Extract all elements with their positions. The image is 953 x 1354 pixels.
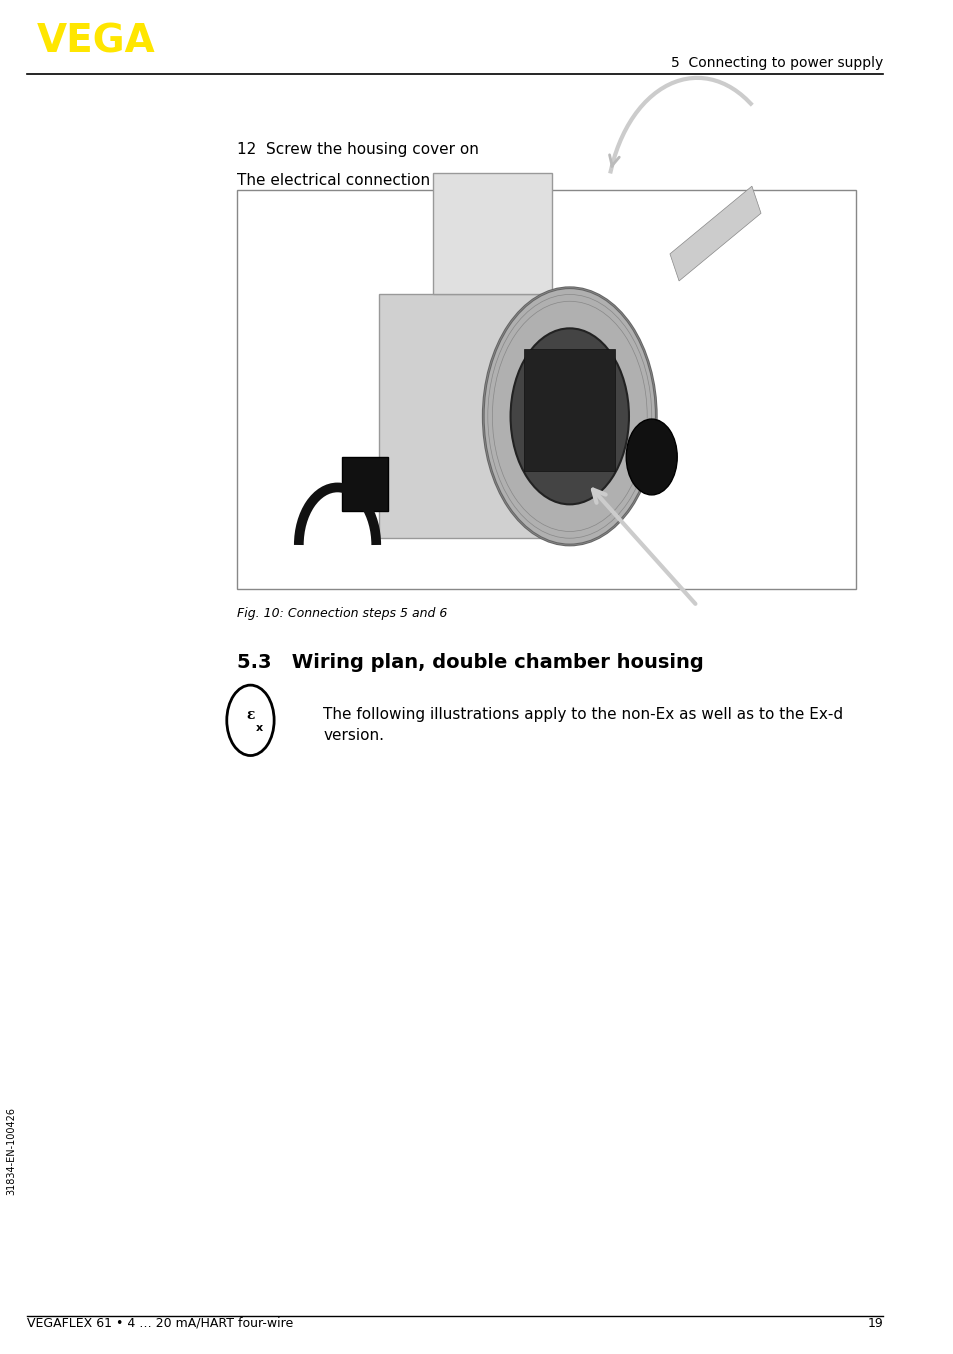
Circle shape <box>227 685 274 756</box>
Text: 5  Connecting to power supply: 5 Connecting to power supply <box>671 57 882 70</box>
Text: The following illustrations apply to the non-Ex as well as to the Ex-d: The following illustrations apply to the… <box>323 707 842 722</box>
Text: Fig. 10: Connection steps 5 and 6: Fig. 10: Connection steps 5 and 6 <box>236 607 447 620</box>
Circle shape <box>483 288 656 546</box>
Polygon shape <box>433 172 551 295</box>
Polygon shape <box>524 349 615 471</box>
Text: version.: version. <box>323 728 384 743</box>
Circle shape <box>625 420 677 496</box>
Polygon shape <box>378 295 587 539</box>
Polygon shape <box>342 458 387 512</box>
Text: VEGAFLEX 61 • 4 … 20 mA/HART four-wire: VEGAFLEX 61 • 4 … 20 mA/HART four-wire <box>28 1316 294 1330</box>
Text: VEGA: VEGA <box>36 23 155 61</box>
Text: 12  Screw the housing cover on: 12 Screw the housing cover on <box>236 142 478 157</box>
Text: x: x <box>255 723 263 734</box>
Text: 5.3   Wiring plan, double chamber housing: 5.3 Wiring plan, double chamber housing <box>236 653 702 672</box>
FancyBboxPatch shape <box>236 190 855 589</box>
Text: ε: ε <box>246 708 254 722</box>
Text: The electrical connection is finished.: The electrical connection is finished. <box>236 173 517 188</box>
Polygon shape <box>669 187 760 282</box>
Text: 19: 19 <box>867 1316 882 1330</box>
Text: 31834-EN-100426: 31834-EN-100426 <box>6 1108 16 1194</box>
Circle shape <box>510 328 628 505</box>
